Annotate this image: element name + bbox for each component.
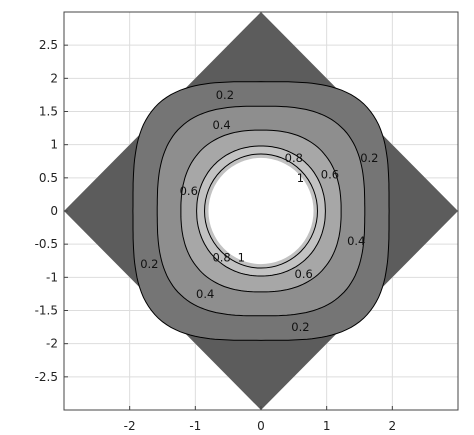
contour-label-1: 0.2 bbox=[360, 151, 378, 165]
x-tick-label-0: -2 bbox=[124, 419, 136, 433]
y-tick-label-10: -2.5 bbox=[35, 370, 58, 384]
contour-label-9: 0.6 bbox=[295, 267, 313, 281]
inner-hole bbox=[208, 157, 314, 265]
y-tick-label-4: 0.5 bbox=[39, 171, 58, 185]
y-tick-label-8: -1.5 bbox=[35, 304, 58, 318]
x-tick-label-1: -1 bbox=[189, 419, 201, 433]
x-tick-label-4: 2 bbox=[389, 419, 397, 433]
y-tick-label-1: 2 bbox=[50, 71, 58, 85]
contour-line-0.4 bbox=[156, 105, 366, 317]
contour-label-5: 0.4 bbox=[347, 234, 365, 248]
y-tick-label-9: -2 bbox=[46, 337, 58, 351]
contour-line-0.2 bbox=[132, 81, 390, 341]
contour-label-6: 0.4 bbox=[196, 287, 214, 301]
axis-ticks: -2 -1 0 1 2 2.5 2 1.5 1 0.5 0 -0.5 -1 -1.5 -2 -2.5 bbox=[35, 38, 397, 433]
y-tick-label-5: 0 bbox=[50, 204, 58, 218]
contour-label-10: 0.8 bbox=[285, 151, 303, 165]
contour-label-3: 0.2 bbox=[291, 320, 309, 334]
contour-lines bbox=[132, 81, 390, 341]
contour-label-13: 1 bbox=[238, 250, 245, 264]
y-tick-label-3: 1 bbox=[50, 138, 58, 152]
x-tick-label-3: 1 bbox=[323, 419, 331, 433]
contour-labels: 0.2 0.2 0.2 0.2 0.4 0.4 0.4 0.6 0.6 0.6 0.8 0.8 1 1 bbox=[140, 88, 378, 334]
contour-line-1 bbox=[204, 153, 318, 269]
contour-line-0.6 bbox=[180, 129, 342, 293]
contour-line-0.8 bbox=[196, 145, 326, 277]
contour-label-2: 0.2 bbox=[140, 257, 158, 271]
contour-label-4: 0.4 bbox=[212, 118, 230, 132]
contour-label-8: 0.6 bbox=[321, 168, 339, 182]
y-tick-label-2: 1.5 bbox=[39, 105, 58, 119]
x-tick-label-2: 0 bbox=[257, 419, 265, 433]
y-tick-label-0: 2.5 bbox=[39, 38, 58, 52]
y-tick-label-6: -0.5 bbox=[35, 237, 58, 251]
contour-label-12: 1 bbox=[297, 171, 304, 185]
contour-label-0: 0.2 bbox=[216, 88, 234, 102]
contour-label-7: 0.6 bbox=[180, 184, 198, 198]
y-tick-label-7: -1 bbox=[46, 270, 58, 284]
contour-label-11: 0.8 bbox=[212, 250, 230, 264]
